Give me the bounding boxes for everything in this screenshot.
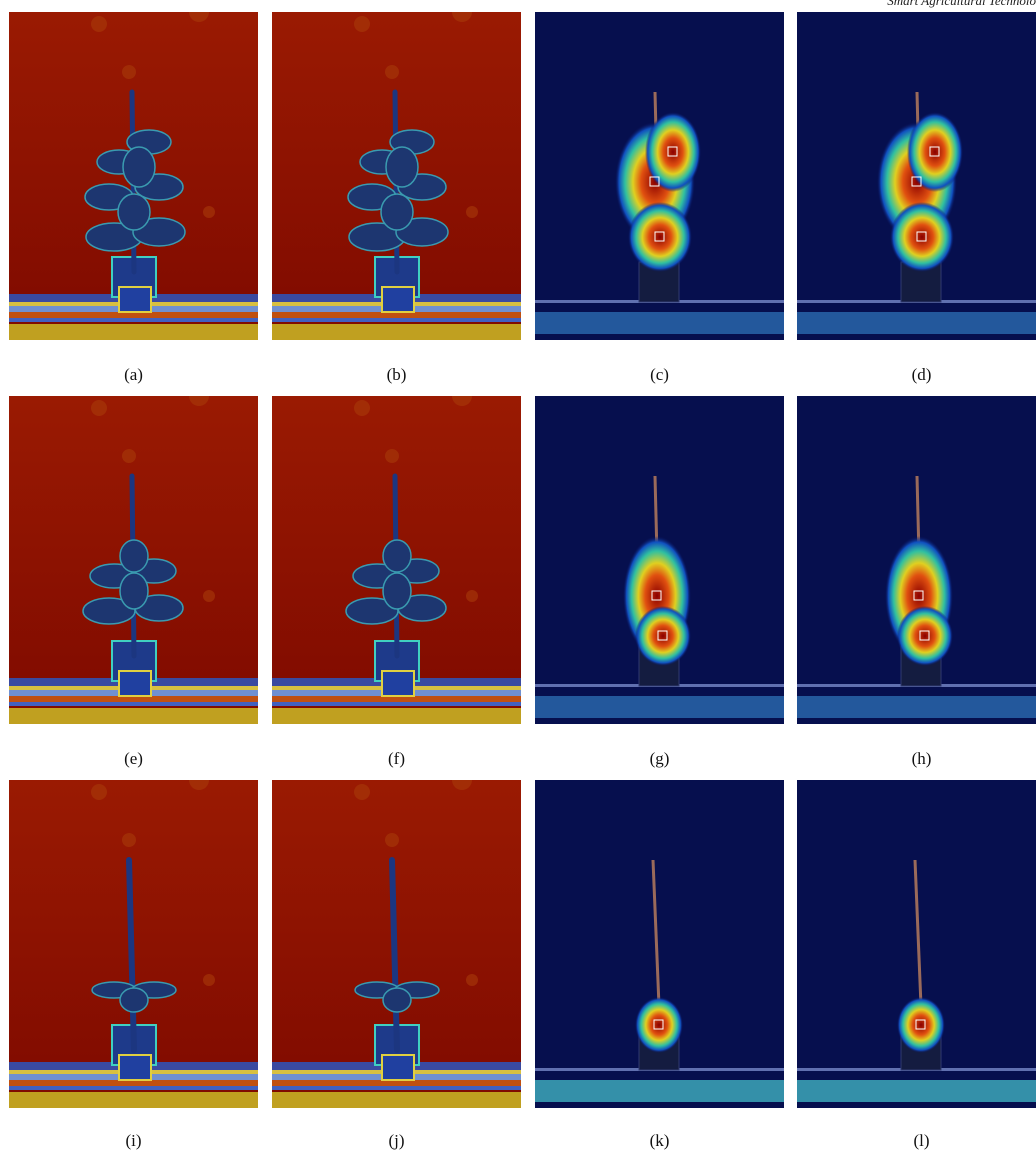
spot: [354, 400, 370, 416]
panel-caption: (f): [272, 749, 521, 769]
figure-panel: [272, 396, 521, 724]
floor-band: [9, 1092, 258, 1108]
heat-blob: [635, 606, 691, 666]
spot: [203, 206, 215, 218]
spot: [122, 65, 136, 79]
spot: [466, 590, 478, 602]
spot: [91, 16, 107, 32]
heat-blob: [897, 997, 945, 1053]
panel-caption: (h): [797, 749, 1036, 769]
heat-blob: [897, 606, 953, 666]
floor-band: [9, 708, 258, 724]
leaf: [383, 573, 411, 609]
pot-base: [119, 671, 151, 696]
spot: [354, 16, 370, 32]
spot: [91, 400, 107, 416]
spot: [466, 974, 478, 986]
figure-panel: [535, 780, 784, 1108]
figure-panel: [272, 12, 521, 340]
figure-panel: [797, 396, 1036, 724]
floor-glow: [535, 312, 784, 334]
panel-image: [797, 780, 1036, 1108]
leaf: [123, 147, 155, 187]
panel-caption: (c): [535, 365, 784, 385]
panel-image: [535, 780, 784, 1108]
spot: [122, 449, 136, 463]
spot: [385, 449, 399, 463]
figure-panel: [272, 780, 521, 1108]
journal-header: Smart Agricultural Technolo: [887, 0, 1036, 9]
floor-glow: [535, 696, 784, 718]
panel-image: [272, 12, 521, 340]
panel-image: [797, 396, 1036, 724]
floor-band: [272, 324, 521, 340]
panel-caption: (g): [535, 749, 784, 769]
leaf: [386, 147, 418, 187]
panel-caption: (k): [535, 1131, 784, 1151]
spot: [203, 974, 215, 986]
pot-base: [119, 287, 151, 312]
spot: [385, 65, 399, 79]
floor-glow: [797, 1080, 1036, 1102]
figure-panel: [9, 780, 258, 1108]
leaf: [383, 540, 411, 572]
floor-band: [9, 1086, 258, 1090]
floor-band: [9, 324, 258, 340]
pot-base: [382, 1055, 414, 1080]
figure-panel: [9, 396, 258, 724]
heat-blob: [907, 112, 963, 192]
panel-image: [535, 12, 784, 340]
panel-caption: (l): [797, 1131, 1036, 1151]
leaf: [118, 194, 150, 230]
panel-caption: (e): [9, 749, 258, 769]
figure-panel: [535, 12, 784, 340]
floor-band: [272, 318, 521, 322]
floor-band: [9, 702, 258, 706]
leaf: [383, 988, 411, 1012]
floor-glow: [535, 1080, 784, 1102]
panel-caption: (b): [272, 365, 521, 385]
pot-base: [382, 671, 414, 696]
panel-image: [272, 780, 521, 1108]
panel-image: [535, 396, 784, 724]
figure-panel: [9, 12, 258, 340]
leaf: [120, 573, 148, 609]
leaf: [381, 194, 413, 230]
spot: [466, 206, 478, 218]
panel-image: [9, 780, 258, 1108]
figure-panel: [535, 396, 784, 724]
floor-band: [9, 318, 258, 322]
figure-panel: [797, 780, 1036, 1108]
floor-band: [272, 1092, 521, 1108]
floor-band: [272, 702, 521, 706]
floor-band: [272, 708, 521, 724]
pot-base: [119, 1055, 151, 1080]
heat-blob: [628, 202, 692, 272]
spot: [354, 784, 370, 800]
panel-image: [797, 12, 1036, 340]
spot: [203, 590, 215, 602]
leaf: [120, 988, 148, 1012]
floor-glow: [797, 312, 1036, 334]
panel-caption: (d): [797, 365, 1036, 385]
figure-panel: [797, 12, 1036, 340]
page: Smart Agricultural Technolo (a) (b) (c) (d)…: [0, 0, 1036, 1155]
floor-band: [272, 1086, 521, 1090]
pot-base: [382, 287, 414, 312]
panel-image: [272, 396, 521, 724]
panel-image: [9, 396, 258, 724]
panel-caption: (a): [9, 365, 258, 385]
heat-blob: [645, 112, 701, 192]
leaf: [120, 540, 148, 572]
panel-caption: (j): [272, 1131, 521, 1151]
heat-blob: [890, 202, 954, 272]
heat-blob: [635, 997, 683, 1053]
spot: [385, 833, 399, 847]
panel-image: [9, 12, 258, 340]
panel-caption: (i): [9, 1131, 258, 1151]
spot: [122, 833, 136, 847]
spot: [91, 784, 107, 800]
floor-glow: [797, 696, 1036, 718]
